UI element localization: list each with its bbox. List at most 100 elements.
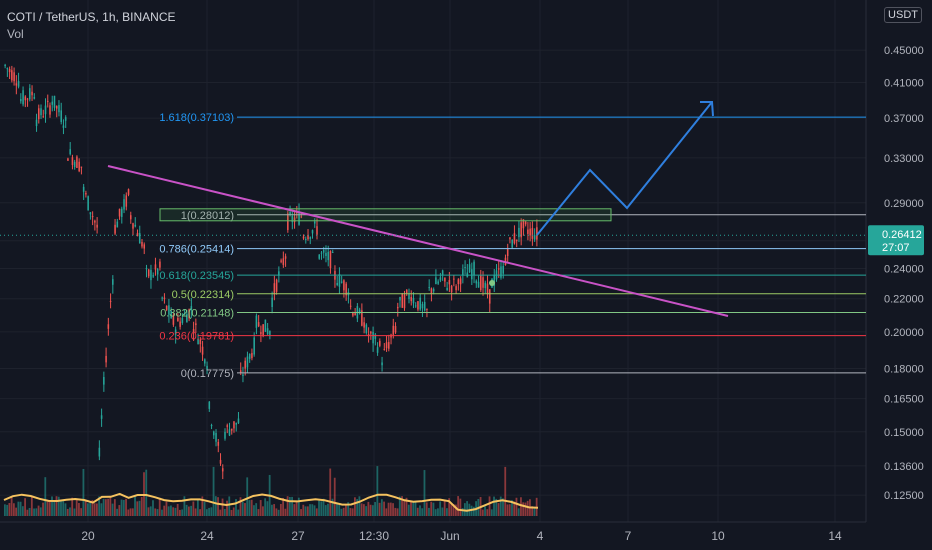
candle-body xyxy=(13,72,15,82)
volume-bar xyxy=(371,505,374,516)
candle xyxy=(396,302,399,317)
volume-bar xyxy=(78,503,80,516)
candle xyxy=(363,317,365,334)
volume-bar xyxy=(454,504,457,516)
volume-bar xyxy=(304,506,307,516)
x-tick-label: 20 xyxy=(81,529,95,543)
candle xyxy=(20,93,22,104)
volume-bar xyxy=(176,503,179,516)
candle-body xyxy=(156,269,159,275)
volume-bar xyxy=(210,507,213,516)
volume-bar xyxy=(84,500,87,516)
candle xyxy=(493,268,496,293)
candle-body xyxy=(446,287,448,291)
candle xyxy=(116,218,119,228)
candle xyxy=(219,453,222,466)
candle-body xyxy=(44,105,47,115)
candle xyxy=(60,102,62,125)
candle xyxy=(529,222,531,242)
candle-body xyxy=(379,340,381,346)
y-tick-label: 0.13600 xyxy=(884,461,924,473)
candle-body xyxy=(354,313,356,316)
candle xyxy=(190,297,193,318)
volume-bar xyxy=(253,505,255,516)
fib-level: 0.382(0.21148) xyxy=(160,307,866,319)
candle-body xyxy=(163,297,166,300)
volume-bar xyxy=(237,509,240,516)
symbol-title[interactable]: COTI / TetherUS, 1h, BINANCE xyxy=(7,10,176,24)
candle-body xyxy=(370,331,372,334)
candle-body xyxy=(24,96,27,101)
candle xyxy=(156,267,159,281)
candle xyxy=(44,98,47,123)
fib-label: 0(0.17775) xyxy=(181,368,234,380)
candle-body xyxy=(338,274,341,287)
candle-body xyxy=(253,337,255,355)
currency-button[interactable]: USDT xyxy=(884,7,922,23)
fib-level: 0(0.17775) xyxy=(181,368,866,380)
candle xyxy=(8,66,11,79)
candle xyxy=(174,326,177,344)
volume-bar xyxy=(21,506,24,516)
candle-body xyxy=(40,108,42,116)
candle-body xyxy=(349,305,352,307)
candle xyxy=(329,250,332,274)
candle xyxy=(141,238,143,249)
volume-bar xyxy=(385,508,388,516)
candle-body xyxy=(262,324,264,336)
candle xyxy=(486,275,489,299)
candle-body xyxy=(204,359,206,364)
candle-body xyxy=(471,269,473,280)
volume-bar xyxy=(392,503,394,516)
candle-body xyxy=(109,300,112,302)
volume-bar xyxy=(360,503,363,516)
candle-body xyxy=(405,289,408,294)
candle-body xyxy=(217,442,220,446)
candle-body xyxy=(195,323,197,326)
candle-body xyxy=(228,429,231,436)
volume-bar xyxy=(51,496,53,516)
descending-trendline xyxy=(107,165,729,317)
volume-bar xyxy=(221,498,224,516)
candle xyxy=(172,313,175,327)
candle xyxy=(6,67,9,77)
candle xyxy=(309,236,312,245)
volume-bar xyxy=(295,500,298,516)
candle-body xyxy=(298,211,300,225)
volume-bar xyxy=(273,504,276,516)
volume-bar xyxy=(522,502,525,516)
candle xyxy=(53,95,56,111)
volume-bar xyxy=(53,500,56,516)
volume-bar xyxy=(111,503,114,516)
candle xyxy=(475,279,478,288)
volume-legend[interactable]: Vol xyxy=(7,27,24,41)
volume-bar xyxy=(414,500,417,516)
candle-body xyxy=(444,277,446,282)
candle xyxy=(82,183,85,201)
candle-body xyxy=(20,98,22,102)
candle-body xyxy=(493,275,496,286)
candle-body xyxy=(266,328,269,335)
volume-bar xyxy=(450,503,453,516)
candle-body xyxy=(224,431,226,439)
candle-body xyxy=(343,280,345,291)
volume-bar xyxy=(288,496,291,516)
volume-bar xyxy=(226,500,228,516)
candle-body xyxy=(388,342,390,349)
volume-bar xyxy=(39,507,42,516)
fib-label: 0.618(0.23545) xyxy=(159,270,234,282)
candle xyxy=(230,428,233,435)
volume-bar xyxy=(412,502,415,516)
volume-bar xyxy=(351,508,354,516)
candle-body xyxy=(480,275,482,291)
candle xyxy=(336,275,338,287)
candle xyxy=(170,307,172,319)
candle xyxy=(257,314,260,328)
candle-body xyxy=(497,268,500,270)
candle-body xyxy=(192,329,195,333)
candle-body xyxy=(100,415,103,419)
volume-bar xyxy=(62,500,65,516)
volume-bar xyxy=(484,506,486,516)
volume-bar xyxy=(396,508,399,516)
